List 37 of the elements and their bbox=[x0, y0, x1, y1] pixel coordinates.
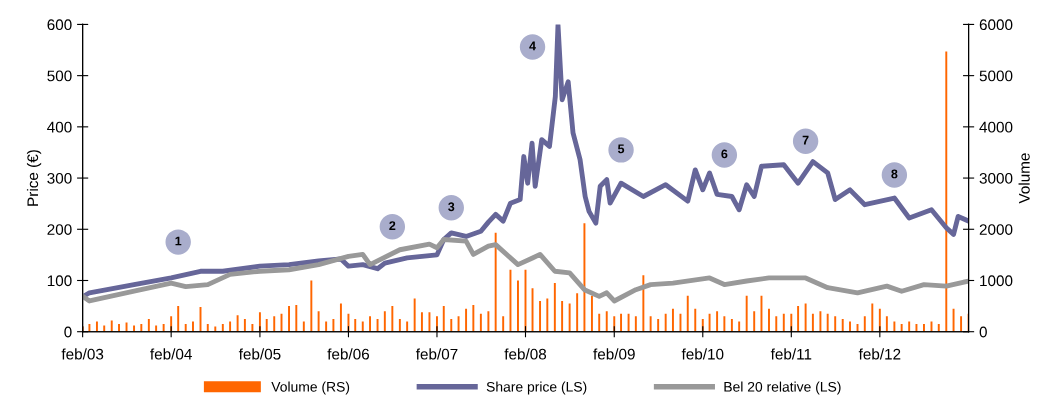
x-tick-label: feb/09 bbox=[593, 348, 635, 360]
y2-tick-label: 1000 bbox=[980, 275, 1013, 287]
x-tick-label: feb/03 bbox=[61, 348, 104, 360]
annotation: 2 bbox=[389, 221, 396, 230]
y2-axis-title: Volume bbox=[1018, 153, 1030, 204]
y-tick-label: 300 bbox=[47, 172, 72, 184]
x-tick-label: feb/11 bbox=[770, 348, 812, 360]
annotation: 8 bbox=[891, 169, 898, 179]
x-tick-label: feb/10 bbox=[681, 348, 724, 360]
annotation: 7 bbox=[802, 135, 809, 145]
y-tick-label: 100 bbox=[47, 275, 72, 287]
y-axis-title: Price (€) bbox=[26, 150, 42, 206]
legend-label: Bel 20 relative (LS) bbox=[724, 381, 841, 395]
x-tick-label: feb/08 bbox=[504, 348, 547, 360]
y2-tick-label: 6000 bbox=[979, 19, 1013, 31]
x-tick-label: feb/07 bbox=[415, 348, 458, 360]
x-tick-label: feb/12 bbox=[858, 348, 901, 360]
y2-tick-label: 3000 bbox=[979, 172, 1013, 184]
legend-label: Volume (RS) bbox=[271, 381, 350, 395]
annotation: 1 bbox=[175, 236, 182, 246]
annotation: 4 bbox=[529, 41, 536, 51]
y-tick-label: 200 bbox=[47, 224, 72, 235]
y-tick-label: 500 bbox=[47, 70, 72, 82]
annotation: 5 bbox=[617, 144, 625, 154]
y-tick-label: 600 bbox=[47, 19, 72, 31]
y-tick-label: 400 bbox=[47, 121, 72, 133]
x-tick-label: feb/06 bbox=[327, 348, 370, 360]
annotation: 6 bbox=[721, 149, 728, 159]
x-tick-label: feb/05 bbox=[238, 348, 281, 360]
annotation: 3 bbox=[448, 202, 455, 212]
y-tick-label: 0 bbox=[64, 326, 72, 338]
y2-tick-label: 4000 bbox=[979, 121, 1013, 133]
x-tick-label: feb/04 bbox=[150, 348, 192, 360]
y2-tick-label: 2000 bbox=[979, 224, 1013, 235]
legend-label: Share price (LS) bbox=[486, 381, 587, 395]
y2-tick-label: 0 bbox=[979, 326, 987, 338]
y2-tick-label: 5000 bbox=[979, 70, 1013, 82]
